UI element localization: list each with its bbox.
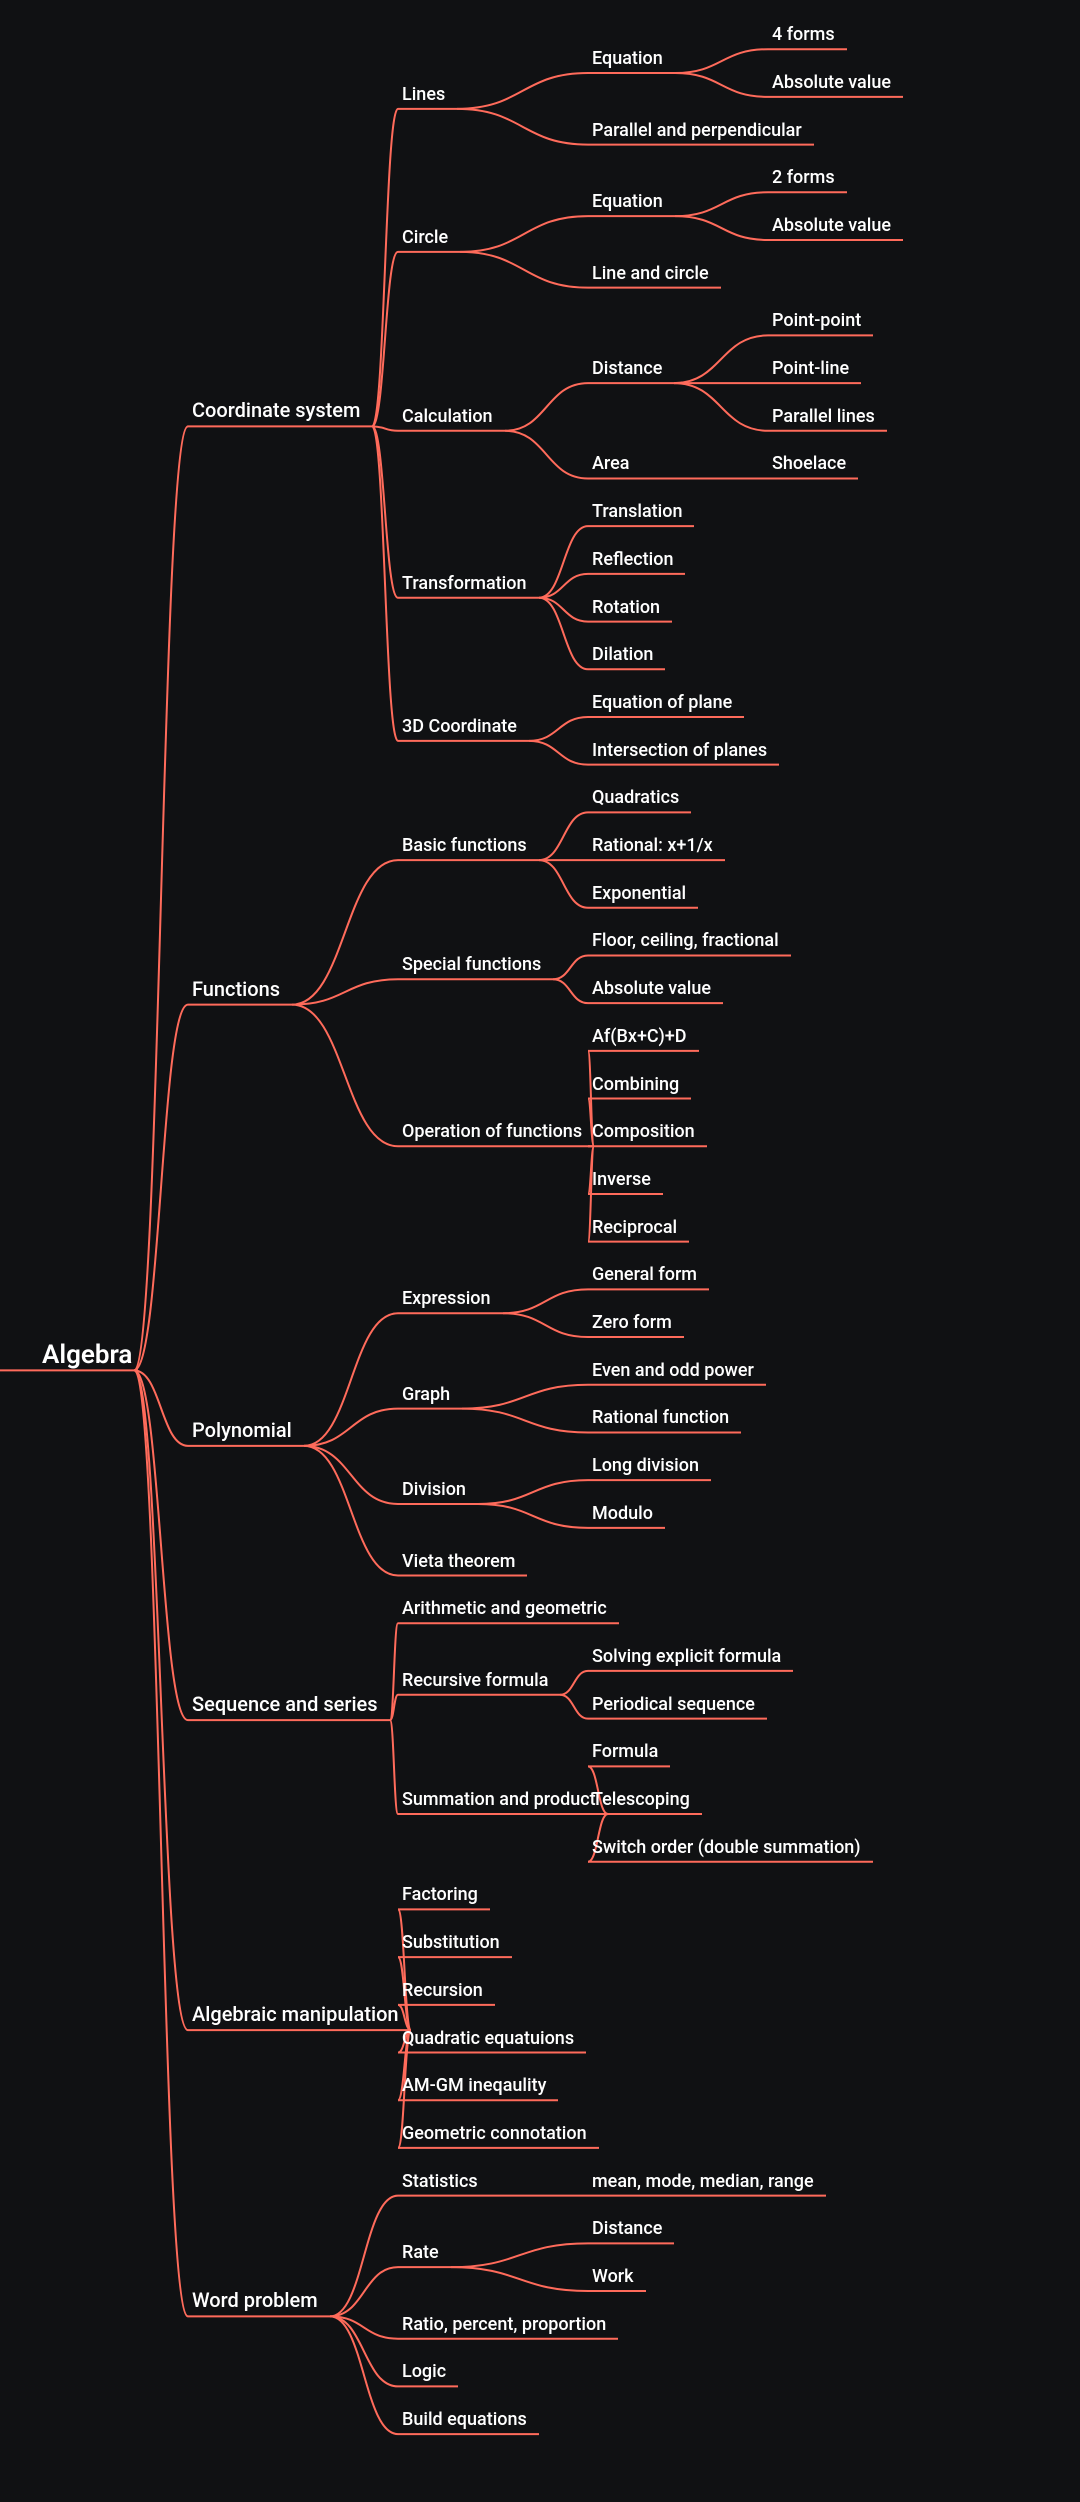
tree-node: Special functions: [400, 950, 543, 979]
tree-node: 3D Coordinate: [400, 712, 519, 741]
tree-node: Composition: [590, 1117, 697, 1146]
tree-node: Exponential: [590, 879, 688, 908]
tree-node: Rotation: [590, 593, 662, 622]
tree-node: Zero form: [590, 1308, 674, 1337]
tree-node: Inverse: [590, 1165, 653, 1194]
tree-node: Absolute value: [770, 211, 893, 240]
tree-node: Modulo: [590, 1499, 655, 1528]
tree-node: Point-line: [770, 354, 851, 383]
tree-node: Circle: [400, 223, 450, 252]
tree-node: Lines: [400, 80, 447, 109]
tree-node: Switch order (double summation): [590, 1833, 863, 1862]
tree-node: Arithmetic and geometric: [400, 1594, 609, 1623]
tree-node: Work: [590, 2262, 636, 2291]
tree-node: Intersection of planes: [590, 736, 769, 765]
tree-node: mean, mode, median, range: [590, 2167, 816, 2196]
tree-node: Reciprocal: [590, 1213, 679, 1242]
tree-node: Equation: [590, 187, 665, 216]
tree-node: Absolute value: [590, 974, 713, 1003]
tree-node: Even and odd power: [590, 1356, 756, 1385]
tree-node: Distance: [590, 354, 664, 383]
tree-node: Transformation: [400, 569, 529, 598]
tree-node: Area: [590, 449, 631, 478]
tree-node: Build equations: [400, 2405, 529, 2434]
tree-node: Ratio, percent, proportion: [400, 2310, 608, 2339]
tree-node: Rational function: [590, 1403, 731, 1432]
tree-node: Rate: [400, 2238, 441, 2267]
tree-node: 2 forms: [770, 163, 837, 192]
tree-node: Substitution: [400, 1928, 502, 1957]
tree-node: Floor, ceiling, fractional: [590, 926, 781, 955]
mindmap-container: Algebra Coordinate system Lines Equation 4 f…: [0, 0, 1080, 2502]
tree-node: Parallel lines: [770, 402, 877, 431]
tree-node: Logic: [400, 2357, 448, 2386]
tree-node: Equation of plane: [590, 688, 734, 717]
tree-node: Word problem: [190, 2284, 320, 2316]
tree-node: Quadratics: [590, 783, 681, 812]
tree-node: Algebra: [40, 1336, 134, 1374]
tree-node: General form: [590, 1260, 699, 1289]
tree-node: Reflection: [590, 545, 675, 574]
tree-node: Formula: [590, 1737, 660, 1766]
tree-node: Af(Bx+C)+D: [590, 1022, 689, 1051]
tree-node: Parallel and perpendicular: [590, 116, 804, 145]
tree-node: Point-point: [770, 306, 863, 335]
tree-node: Periodical sequence: [590, 1690, 757, 1719]
tree-node: 4 forms: [770, 20, 837, 49]
tree-node: Equation: [590, 44, 665, 73]
tree-node: Solving explicit formula: [590, 1642, 783, 1671]
tree-node: Graph: [400, 1380, 452, 1409]
tree-node: Rational: x+1/x: [590, 831, 715, 860]
tree-node: Line and circle: [590, 259, 711, 288]
tree-node: Dilation: [590, 640, 655, 669]
tree-node: Geometric connotation: [400, 2119, 589, 2148]
tree-node: Distance: [590, 2214, 664, 2243]
tree-node: Sequence and series: [190, 1688, 380, 1720]
tree-node: Statistics: [400, 2167, 480, 2196]
tree-node: AM-GM ineqaulity: [400, 2071, 548, 2100]
tree-node: Division: [400, 1475, 468, 1504]
tree-node: Translation: [590, 497, 684, 526]
tree-node: Recursion: [400, 1976, 485, 2005]
tree-node: Functions: [190, 973, 282, 1005]
tree-node: Algebraic manipulation: [190, 1998, 401, 2030]
tree-node: Polynomial: [190, 1414, 294, 1446]
tree-node: Summation and product: [400, 1785, 598, 1814]
tree-node: Quadratic equatuions: [400, 2024, 576, 2053]
tree-node: Expression: [400, 1284, 493, 1313]
tree-node: Factoring: [400, 1880, 480, 1909]
tree-node: Long division: [590, 1451, 701, 1480]
tree-node: Coordinate system: [190, 394, 362, 426]
tree-node: Absolute value: [770, 68, 893, 97]
tree-node: Combining: [590, 1070, 681, 1099]
tree-node: Shoelace: [770, 449, 848, 478]
tree-node: Calculation: [400, 402, 495, 431]
tree-node: Operation of functions: [400, 1117, 584, 1146]
tree-node: Recursive formula: [400, 1666, 550, 1695]
tree-node: Telescoping: [590, 1785, 692, 1814]
tree-node: Vieta theorem: [400, 1547, 517, 1576]
tree-node: Basic functions: [400, 831, 529, 860]
